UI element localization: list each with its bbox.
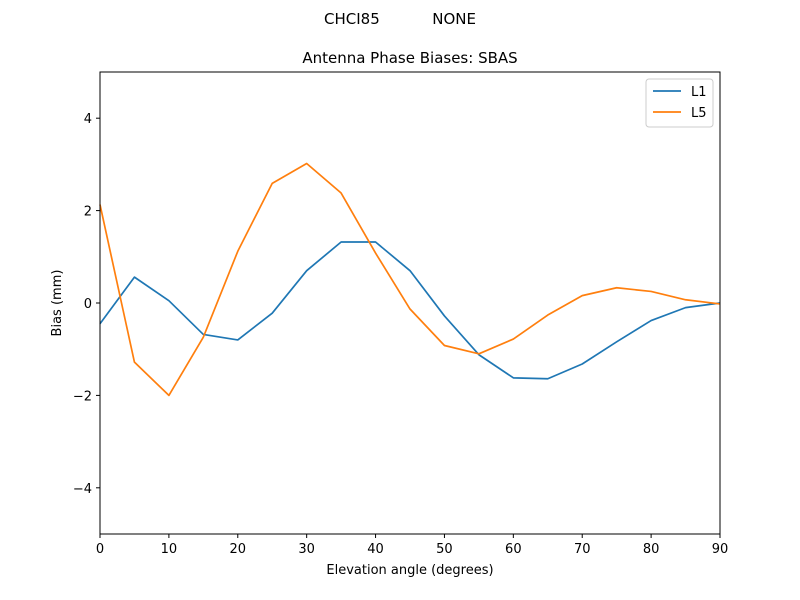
x-tick-label: 0 [96,542,104,557]
chart-title: Antenna Phase Biases: SBAS [302,49,517,67]
series-line-l5 [99,162,721,397]
plot-area: 0 10 20 30 40 50 60 70 80 90 −4 −2 0 2 4 [73,71,729,557]
y-tick-label: 2 [84,205,92,220]
x-tick-label: 30 [298,542,315,557]
x-tick-label: 10 [161,542,178,557]
y-tick-label: −4 [73,482,92,497]
x-axis-label: Elevation angle (degrees) [326,563,493,578]
y-tick-label: 4 [84,112,92,127]
legend-label-l5: L5 [691,106,707,121]
x-tick-label: 40 [367,542,384,557]
x-tick-label: 90 [712,542,729,557]
x-tick-label: 70 [574,542,591,557]
x-tick-label: 80 [643,542,660,557]
x-tick-label: 60 [505,542,522,557]
x-tick-label: 20 [230,542,247,557]
y-tick-label: −2 [73,389,92,404]
x-tick-label: 50 [436,542,453,557]
figure-suptitle: CHCI85 NONE [324,10,476,28]
legend-label-l1: L1 [691,85,707,100]
y-tick-label: 0 [84,297,92,312]
series-line-l1 [99,241,721,380]
y-axis-label: Bias (mm) [50,270,65,337]
